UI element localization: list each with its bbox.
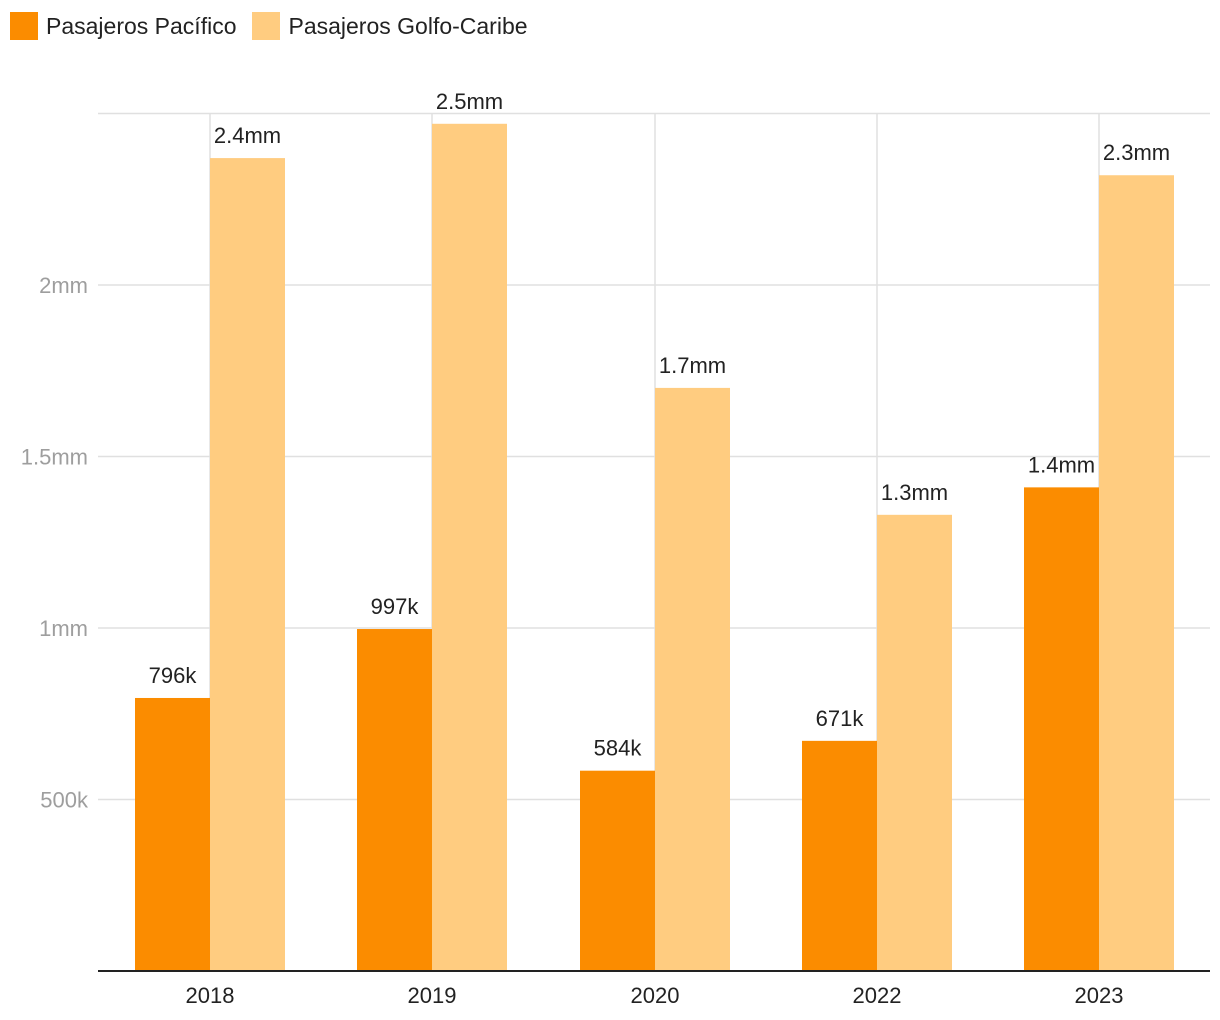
legend-swatch-pacifico [10,12,38,40]
bar [210,158,285,972]
x-tick-label: 2020 [631,983,680,1008]
bar [1099,175,1174,972]
bar [135,697,210,971]
data-label: 2.5mm [436,89,503,114]
bars [135,123,1174,972]
data-label: 671k [816,706,865,731]
data-label: 1.7mm [659,353,726,378]
data-label: 997k [371,594,420,619]
bar [432,123,507,972]
data-label: 2.4mm [214,123,281,148]
x-tick-label: 2019 [408,983,457,1008]
bar [802,740,877,971]
bar [357,629,432,971]
x-tick-label: 2022 [853,983,902,1008]
bar [1024,487,1099,971]
data-label: 2.3mm [1103,140,1170,165]
data-label: 584k [594,736,643,761]
data-label: 1.4mm [1028,452,1095,477]
y-axis-ticks: 500k 1mm 1.5mm 2mm [21,273,89,813]
legend-label-golfo-caribe: Pasajeros Golfo-Caribe [288,12,528,39]
y-tick-label: 1.5mm [21,445,88,470]
legend-swatch-golfo-caribe [252,12,281,40]
bar [655,387,730,971]
bar [877,514,952,971]
legend-item-golfo-caribe[interactable]: Pasajeros Golfo-Caribe [252,12,528,40]
y-tick-label: 2mm [39,273,88,298]
y-tick-label: 500k [40,788,89,813]
legend-label-pacifico: Pasajeros Pacífico [46,12,237,39]
x-axis: 2018 2019 2020 2022 2023 [98,970,1210,1008]
data-label: 796k [149,663,198,688]
legend-item-pacifico[interactable]: Pasajeros Pacífico [10,12,236,40]
data-labels: 796k 997k 584k 671k 1.4mm 2.4mm 2.5mm 1.7mm 1.3m… [149,89,1170,761]
data-label: 1.3mm [881,480,948,505]
legend: Pasajeros Pacífico Pasajeros Golfo-Carib… [10,10,544,42]
y-tick-label: 1mm [39,616,88,641]
x-tick-label: 2018 [186,983,235,1008]
bar [580,770,655,971]
x-tick-label: 2023 [1075,983,1124,1008]
